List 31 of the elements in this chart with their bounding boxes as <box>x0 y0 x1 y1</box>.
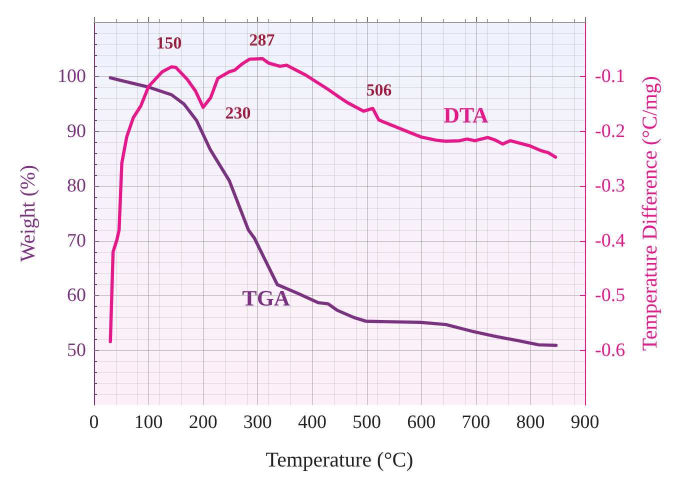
y2-axis-title: Temperature Difference (°C/mg) <box>638 76 662 351</box>
annotation: 150 <box>156 34 182 52</box>
y2-tick-label: -0.3 <box>595 176 626 197</box>
y-tick-label: 100 <box>58 66 86 88</box>
x-tick-label: 0 <box>89 412 99 433</box>
y2-tick-label: -0.5 <box>595 285 626 306</box>
x-tick-label: 100 <box>134 412 163 433</box>
annotation: 506 <box>366 80 392 100</box>
x-tick-label: 200 <box>188 412 218 433</box>
x-axis-title: Temperature (°C) <box>266 448 414 472</box>
x-tick-label: 600 <box>407 412 436 433</box>
y2-tick-label: -0.4 <box>595 230 626 252</box>
series-label: DTA <box>444 102 489 128</box>
x-tick-label: 900 <box>570 412 600 433</box>
y-tick-label: 80 <box>67 176 86 197</box>
x-tick-label: 700 <box>462 412 490 433</box>
y-axis-title: Weight (%) <box>16 165 40 262</box>
x-tick-label: 800 <box>516 412 545 433</box>
series-label: TGA <box>242 286 290 310</box>
x-tick-label: 400 <box>298 412 326 433</box>
y-tick-label: 50 <box>67 340 86 361</box>
y2-tick-label: -0.6 <box>595 340 626 361</box>
y-tick-label: 70 <box>67 230 86 252</box>
y-tick-label: 60 <box>67 285 86 306</box>
x-tick-label: 500 <box>352 412 382 433</box>
annotation: 230 <box>225 104 251 122</box>
y2-tick-label: -0.1 <box>595 66 626 88</box>
x-tick-label: 300 <box>243 412 272 433</box>
annotation: 287 <box>249 30 276 50</box>
y-tick-label: 90 <box>67 120 86 142</box>
y2-tick-label: -0.2 <box>595 120 626 142</box>
